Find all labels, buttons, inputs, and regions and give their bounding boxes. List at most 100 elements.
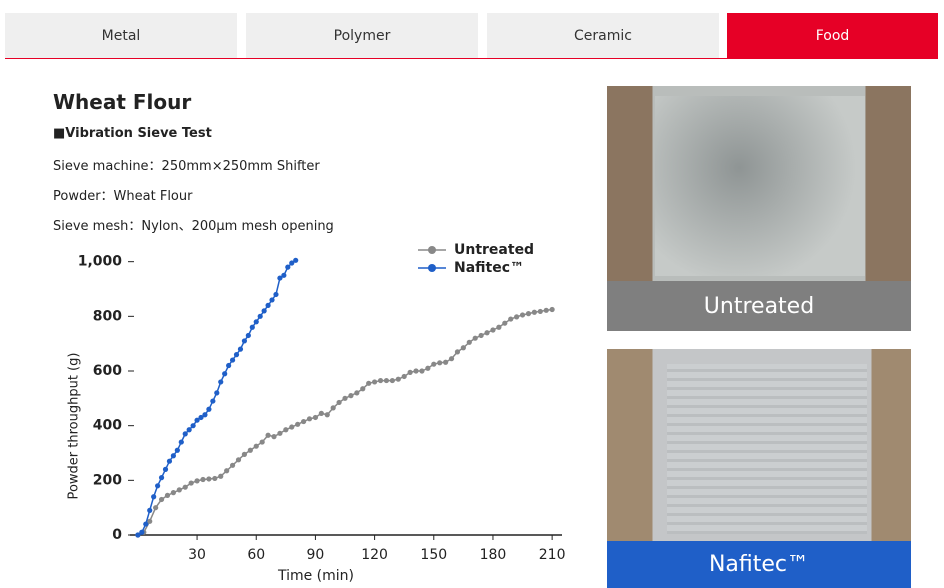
- data-point: [519, 312, 526, 318]
- data-point: [200, 476, 206, 483]
- tab[interactable]: Ceramic: [487, 13, 719, 58]
- x-tick-label: 120: [361, 547, 388, 563]
- data-point: [277, 430, 283, 436]
- data-point: [265, 302, 271, 308]
- data-point: [425, 365, 431, 371]
- subheading: ■Vibration Sieve Test: [53, 126, 212, 141]
- data-point: [214, 390, 220, 396]
- data-point: [147, 507, 153, 513]
- data-point: [194, 417, 200, 423]
- data-point: [182, 484, 188, 490]
- data-point: [153, 505, 159, 511]
- data-point: [377, 377, 384, 384]
- y-tick-label: 800: [93, 308, 122, 324]
- data-point: [383, 377, 390, 384]
- data-point: [143, 521, 149, 527]
- photo-texture: [667, 364, 867, 534]
- data-point: [273, 291, 279, 298]
- data-point: [259, 439, 265, 445]
- data-point: [249, 324, 255, 330]
- spec: Powder：Wheat Flour: [53, 189, 193, 204]
- data-point: [206, 476, 212, 482]
- data-point: [484, 330, 490, 336]
- data-point: [289, 424, 295, 430]
- y-tick-label: 200: [93, 472, 122, 488]
- data-point: [419, 368, 425, 374]
- data-point: [293, 257, 299, 263]
- data-point: [229, 462, 236, 468]
- data-point: [198, 414, 204, 421]
- data-point: [269, 297, 275, 303]
- data-point: [229, 357, 236, 363]
- data-point: [158, 496, 165, 503]
- data-point: [330, 405, 336, 411]
- y-tick-label: 400: [93, 418, 122, 434]
- data-point: [525, 311, 532, 317]
- tab[interactable]: Polymer: [246, 13, 478, 58]
- data-point: [182, 431, 188, 437]
- data-point: [283, 427, 289, 433]
- data-point: [170, 490, 176, 496]
- photo: Untreated: [607, 86, 911, 331]
- data-point: [241, 338, 248, 344]
- data-point: [261, 308, 267, 314]
- data-point: [139, 529, 145, 535]
- data-point: [224, 468, 230, 474]
- data-point: [306, 416, 313, 422]
- data-point: [285, 264, 291, 270]
- data-point: [245, 332, 251, 339]
- data-point: [389, 377, 395, 384]
- data-point: [448, 356, 455, 362]
- data-point: [170, 453, 176, 459]
- x-tick-label: 180: [480, 547, 507, 563]
- data-point: [202, 412, 208, 418]
- data-point: [354, 390, 360, 396]
- data-point: [502, 320, 508, 326]
- data-point: [151, 494, 157, 500]
- spec: Sieve mesh：Nylon、200μm mesh opening: [53, 219, 334, 234]
- data-point: [289, 260, 295, 266]
- x-tick-label: 210: [539, 547, 566, 563]
- data-point: [295, 421, 301, 427]
- data-point: [247, 447, 253, 453]
- data-point: [253, 319, 259, 325]
- x-axis-label: Time (min): [277, 568, 354, 584]
- data-point: [360, 386, 366, 392]
- data-point: [218, 379, 224, 385]
- data-point: [508, 316, 514, 322]
- legend-marker: [428, 246, 436, 254]
- data-point: [210, 398, 216, 404]
- data-point: [147, 518, 153, 524]
- data-point: [155, 483, 161, 489]
- data-point: [537, 308, 543, 315]
- data-point: [300, 418, 307, 425]
- data-point: [257, 313, 263, 319]
- tab[interactable]: Metal: [5, 13, 237, 58]
- data-point: [490, 327, 496, 333]
- data-point: [206, 406, 212, 412]
- data-point: [324, 412, 330, 418]
- data-point: [212, 475, 218, 482]
- data-point: [454, 349, 461, 355]
- data-point: [437, 360, 443, 366]
- legend-label: Untreated: [454, 242, 534, 258]
- data-point: [277, 275, 283, 281]
- tab-rule: [5, 58, 938, 59]
- data-point: [265, 432, 271, 438]
- data-point: [190, 423, 196, 429]
- data-point: [312, 414, 319, 421]
- data-point: [222, 371, 228, 377]
- data-point: [226, 362, 232, 369]
- tab-active[interactable]: Food: [727, 13, 938, 58]
- spec: Sieve machine：250mm×250mm Shifter: [53, 159, 320, 174]
- data-point: [253, 443, 259, 449]
- data-point: [531, 309, 537, 315]
- data-point: [413, 368, 419, 374]
- photo: Nafitec™: [607, 349, 911, 588]
- series-line: [137, 308, 553, 536]
- heading: Wheat Flour: [53, 90, 192, 114]
- data-point: [158, 475, 165, 481]
- x-tick-label: 60: [247, 547, 265, 563]
- data-point: [164, 492, 171, 498]
